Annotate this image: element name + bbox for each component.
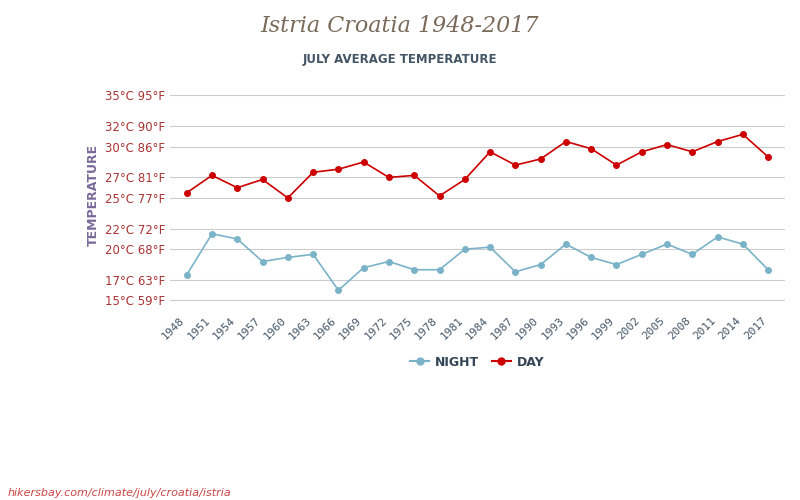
NIGHT bbox=[486, 244, 495, 250]
NIGHT bbox=[713, 234, 722, 240]
DAY bbox=[612, 162, 622, 168]
NIGHT bbox=[384, 258, 394, 264]
Y-axis label: TEMPERATURE: TEMPERATURE bbox=[87, 144, 100, 246]
NIGHT bbox=[258, 258, 267, 264]
DAY bbox=[359, 159, 369, 165]
NIGHT bbox=[410, 266, 419, 272]
Text: Istria Croatia 1948-2017: Istria Croatia 1948-2017 bbox=[261, 15, 539, 37]
NIGHT bbox=[561, 241, 570, 247]
DAY bbox=[763, 154, 773, 160]
NIGHT bbox=[738, 241, 748, 247]
DAY bbox=[410, 172, 419, 178]
DAY bbox=[283, 195, 293, 201]
NIGHT bbox=[334, 287, 343, 293]
DAY bbox=[233, 184, 242, 190]
DAY bbox=[713, 138, 722, 144]
NIGHT bbox=[207, 231, 217, 237]
DAY bbox=[207, 172, 217, 178]
Text: hikersbay.com/climate/july/croatia/istria: hikersbay.com/climate/july/croatia/istri… bbox=[8, 488, 232, 498]
DAY bbox=[460, 176, 470, 182]
NIGHT bbox=[283, 254, 293, 260]
NIGHT bbox=[434, 266, 444, 272]
NIGHT bbox=[359, 264, 369, 270]
NIGHT bbox=[182, 272, 191, 278]
NIGHT bbox=[510, 269, 520, 275]
DAY bbox=[536, 156, 546, 162]
NIGHT bbox=[460, 246, 470, 252]
DAY bbox=[308, 170, 318, 175]
DAY bbox=[687, 149, 697, 155]
DAY bbox=[637, 149, 646, 155]
DAY bbox=[662, 142, 672, 148]
DAY bbox=[586, 146, 596, 152]
NIGHT bbox=[233, 236, 242, 242]
DAY bbox=[561, 138, 570, 144]
DAY bbox=[510, 162, 520, 168]
NIGHT bbox=[612, 262, 622, 268]
Line: NIGHT: NIGHT bbox=[184, 231, 771, 293]
NIGHT bbox=[536, 262, 546, 268]
Line: DAY: DAY bbox=[184, 132, 771, 200]
NIGHT bbox=[637, 252, 646, 258]
DAY bbox=[258, 176, 267, 182]
NIGHT bbox=[586, 254, 596, 260]
DAY bbox=[334, 166, 343, 172]
DAY bbox=[486, 149, 495, 155]
Legend: NIGHT, DAY: NIGHT, DAY bbox=[406, 350, 550, 374]
DAY bbox=[384, 174, 394, 180]
NIGHT bbox=[763, 266, 773, 272]
DAY bbox=[738, 132, 748, 138]
DAY bbox=[182, 190, 191, 196]
NIGHT bbox=[308, 252, 318, 258]
NIGHT bbox=[687, 252, 697, 258]
Text: JULY AVERAGE TEMPERATURE: JULY AVERAGE TEMPERATURE bbox=[302, 52, 498, 66]
DAY bbox=[434, 193, 444, 199]
NIGHT bbox=[662, 241, 672, 247]
